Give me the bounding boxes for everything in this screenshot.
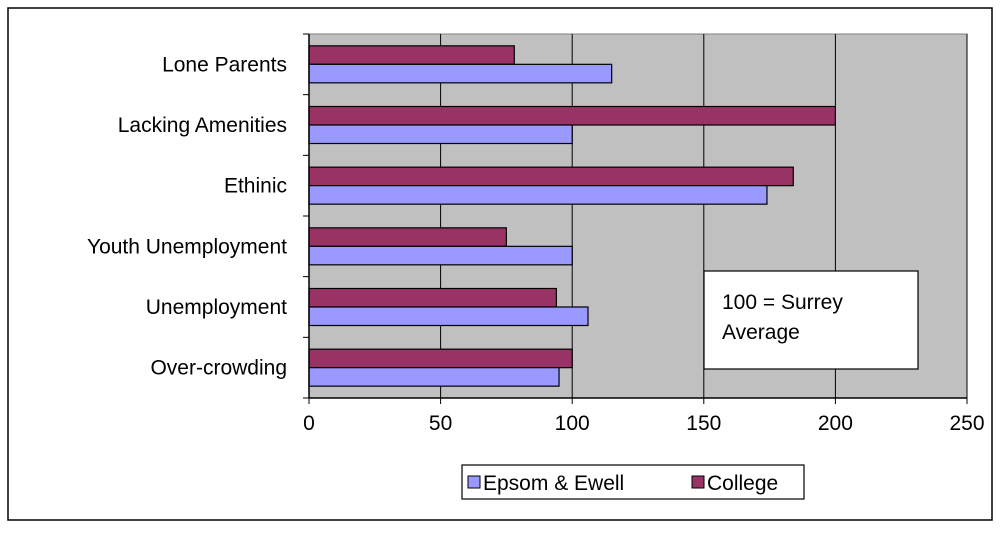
category-label: Lacking Amenities bbox=[118, 114, 287, 137]
bars bbox=[308, 45, 837, 387]
legend-swatch-college bbox=[691, 475, 705, 489]
bar-epsom bbox=[308, 306, 589, 327]
bar-epsom bbox=[308, 124, 573, 145]
x-tick-label: 200 bbox=[818, 412, 853, 435]
category-label: Unemployment bbox=[146, 296, 287, 319]
annotation-line-2: Average bbox=[722, 321, 800, 344]
bar-epsom bbox=[308, 245, 573, 266]
x-tick-label: 250 bbox=[949, 412, 984, 435]
bar-epsom bbox=[308, 185, 768, 205]
category-label: Youth Unemployment bbox=[87, 235, 287, 258]
annotation-box: 100 = Surrey Average bbox=[703, 270, 919, 370]
category-label: Ethinic bbox=[224, 175, 287, 198]
bar-epsom bbox=[308, 367, 560, 387]
bar-college bbox=[308, 166, 794, 187]
bar-epsom bbox=[308, 63, 613, 84]
x-tick-label: 150 bbox=[686, 412, 721, 435]
category-label: Lone Parents bbox=[162, 53, 287, 76]
axes bbox=[303, 33, 968, 404]
category-label: Over-crowding bbox=[150, 357, 287, 380]
legend-label-college: College bbox=[707, 472, 778, 495]
legend-box bbox=[461, 464, 805, 500]
bar-college bbox=[308, 348, 573, 369]
x-tick-label: 100 bbox=[555, 412, 590, 435]
legend: Epsom & Ewell College bbox=[461, 464, 805, 500]
x-tick-label: 50 bbox=[429, 412, 452, 435]
legend-label-epsom: Epsom & Ewell bbox=[483, 472, 624, 495]
legend-swatch-epsom bbox=[467, 475, 481, 489]
bar-college bbox=[308, 227, 507, 247]
bar-college bbox=[308, 287, 558, 308]
tick-labels: 0 50 100 150 200 250 bbox=[303, 412, 984, 435]
bar-college bbox=[308, 105, 837, 126]
bar-college bbox=[308, 45, 515, 65]
category-labels: Lone Parents Lacking Amenities Ethinic Yout… bbox=[87, 53, 287, 379]
annotation-line-1: 100 = Surrey bbox=[722, 291, 843, 314]
x-tick-label: 0 bbox=[303, 412, 315, 435]
